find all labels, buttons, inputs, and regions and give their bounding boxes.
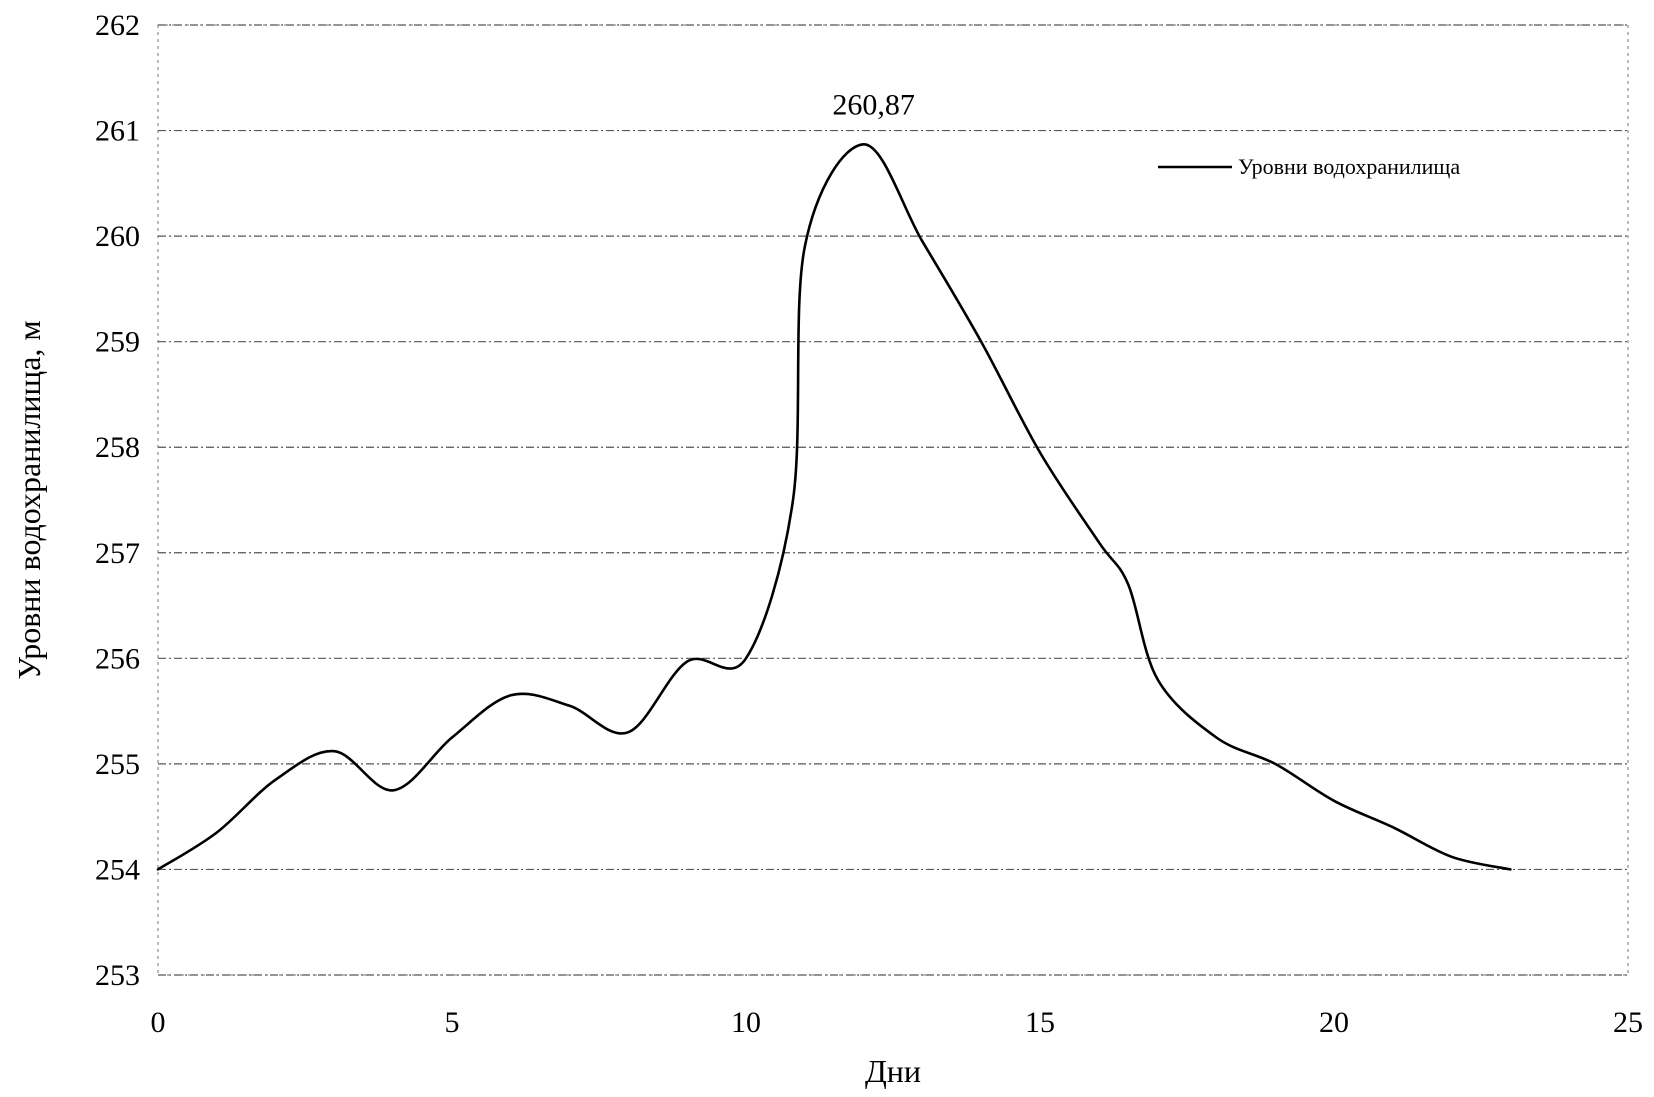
y-tick-label: 255 (95, 748, 140, 781)
y-tick-label: 260 (95, 220, 140, 253)
y-axis-title: Уровни водохранилища, м (11, 320, 47, 679)
y-tick-label: 254 (95, 853, 140, 886)
series-line-reservoir-levels (156, 142, 1512, 871)
peak-value-label: 260,87 (832, 88, 915, 121)
y-tick-label: 258 (95, 431, 140, 464)
y-tick-label: 256 (95, 642, 140, 675)
x-tick-label: 20 (1319, 1006, 1349, 1039)
x-tick-label: 5 (445, 1006, 460, 1039)
plot-area-border (157, 24, 1629, 976)
y-axis-ticks: 253 254 255 256 257 258 259 260 261 262 (95, 9, 140, 992)
x-tick-label: 25 (1613, 1006, 1643, 1039)
x-tick-label: 15 (1025, 1006, 1055, 1039)
legend: Уровни водохранилища (1158, 154, 1460, 179)
x-axis-ticks: 0 5 10 15 20 25 (151, 1006, 1644, 1039)
gridlines (158, 24, 1628, 976)
series-layer (156, 142, 1512, 871)
y-tick-label: 257 (95, 537, 140, 570)
x-tick-label: 0 (151, 1006, 166, 1039)
y-tick-label: 259 (95, 326, 140, 359)
y-tick-label: 262 (95, 9, 140, 42)
y-tick-label: 253 (95, 959, 140, 992)
x-axis-title: Дни (865, 1053, 921, 1089)
y-tick-label: 261 (95, 115, 140, 148)
x-tick-label: 10 (731, 1006, 761, 1039)
legend-label: Уровни водохранилища (1238, 154, 1460, 179)
